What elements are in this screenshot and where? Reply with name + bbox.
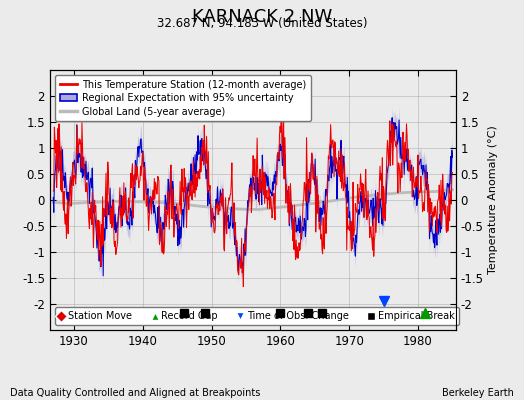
Text: KARNACK 2 NW: KARNACK 2 NW bbox=[192, 8, 332, 26]
Text: Berkeley Earth: Berkeley Earth bbox=[442, 388, 514, 398]
Y-axis label: Temperature Anomaly (°C): Temperature Anomaly (°C) bbox=[488, 126, 498, 274]
Text: Data Quality Controlled and Aligned at Breakpoints: Data Quality Controlled and Aligned at B… bbox=[10, 388, 261, 398]
Text: 32.687 N, 94.183 W (United States): 32.687 N, 94.183 W (United States) bbox=[157, 17, 367, 30]
Legend: Station Move, Record Gap, Time of Obs. Change, Empirical Break: Station Move, Record Gap, Time of Obs. C… bbox=[54, 307, 459, 325]
